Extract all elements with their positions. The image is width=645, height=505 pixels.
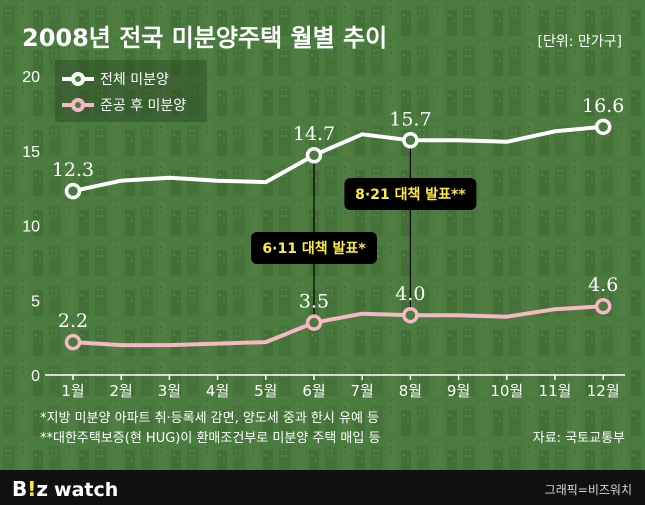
y-tick-label: 15 bbox=[22, 144, 40, 161]
data-label-completed: 4.0 bbox=[395, 283, 425, 305]
x-tick-label: 10월 bbox=[490, 382, 523, 400]
legend-label-completed: 준공 후 미분양 bbox=[100, 98, 186, 114]
annotation-text: 8·21 대책 발표** bbox=[355, 186, 466, 203]
data-label-completed: 3.5 bbox=[299, 291, 329, 313]
legend-label-total: 전체 미분양 bbox=[100, 72, 169, 88]
series-line-total bbox=[72, 124, 604, 194]
data-point-total bbox=[64, 182, 82, 200]
data-point-total bbox=[594, 118, 612, 136]
x-tick-label: 5월 bbox=[254, 382, 277, 400]
x-tick-label: 7월 bbox=[351, 382, 374, 400]
chart-title: 2008년 전국 미분양주택 월별 추이 bbox=[22, 24, 387, 52]
y-tick-label: 10 bbox=[22, 219, 40, 236]
y-axis-ticks: 0 5 10 15 20 bbox=[22, 69, 40, 385]
y-tick-label: 0 bbox=[31, 368, 40, 385]
footnote-1: *지방 미분양 아파트 취·등록세 감면, 양도세 중과 한시 유예 등 bbox=[40, 411, 379, 426]
data-label-total: 16.6 bbox=[582, 95, 624, 117]
x-tick-label: 1월 bbox=[61, 382, 84, 400]
x-tick-label: 8월 bbox=[399, 382, 422, 400]
x-axis-ticks: 1월 2월 3월 4월 5월 6월 7월 8월 9월 10월 11월 12월 bbox=[61, 375, 620, 400]
graphic-credit: 그래픽=비즈워치 bbox=[545, 483, 632, 497]
data-label-total: 12.3 bbox=[52, 159, 94, 181]
data-point-completed bbox=[64, 333, 82, 351]
series-layer: 12.3 14.7 15.7 16.6 2.2 3.5 4.0 4.6 bbox=[52, 95, 624, 351]
data-label-total: 14.7 bbox=[293, 123, 335, 145]
x-tick-label: 11월 bbox=[539, 382, 572, 400]
data-point-completed bbox=[305, 314, 323, 331]
footer-bar bbox=[0, 470, 645, 505]
data-point-total bbox=[402, 132, 419, 149]
annotation-text: 6·11 대책 발표* bbox=[262, 240, 366, 257]
brand-logo-z: z bbox=[36, 477, 48, 501]
x-tick-label: 6월 bbox=[302, 382, 325, 400]
x-tick-label: 4월 bbox=[206, 382, 229, 400]
data-label-completed: 2.2 bbox=[58, 310, 88, 332]
x-tick-label: 2월 bbox=[110, 382, 133, 400]
data-point-total bbox=[305, 146, 323, 164]
footnote-2: **대한주택보증(현 HUG)이 환매조건부로 미분양 주택 매입 등 bbox=[40, 431, 380, 446]
legend-marker-total-inner bbox=[75, 76, 81, 82]
source-text: 자료: 국토교통부 bbox=[533, 431, 625, 446]
brand-logo-excl: ! bbox=[27, 477, 36, 501]
data-label-completed: 4.6 bbox=[588, 274, 618, 296]
annotation-box bbox=[251, 232, 377, 264]
data-label-total: 15.7 bbox=[389, 108, 431, 130]
annotation-box bbox=[344, 178, 477, 210]
annotations: 6·11 대책 발표* 8·21 대책 발표** bbox=[251, 140, 477, 323]
data-point-completed bbox=[594, 297, 612, 315]
y-tick-label: 20 bbox=[22, 69, 40, 86]
unit-label: [단위: 만가구] bbox=[538, 34, 623, 50]
x-tick-label: 3월 bbox=[158, 382, 181, 400]
brand-logo-watch: watch bbox=[54, 479, 118, 501]
x-tick-label: 12월 bbox=[587, 382, 620, 400]
brand-logo: B!z watch bbox=[12, 477, 118, 501]
legend: 전체 미분양 준공 후 미분양 bbox=[55, 60, 207, 122]
y-tick-label: 5 bbox=[31, 293, 40, 310]
x-tick-label: 9월 bbox=[447, 382, 470, 400]
legend-marker-completed-inner bbox=[75, 102, 81, 108]
data-point-completed bbox=[402, 306, 419, 324]
brand-logo-b: B bbox=[12, 477, 27, 501]
series-line-completed bbox=[72, 304, 604, 348]
